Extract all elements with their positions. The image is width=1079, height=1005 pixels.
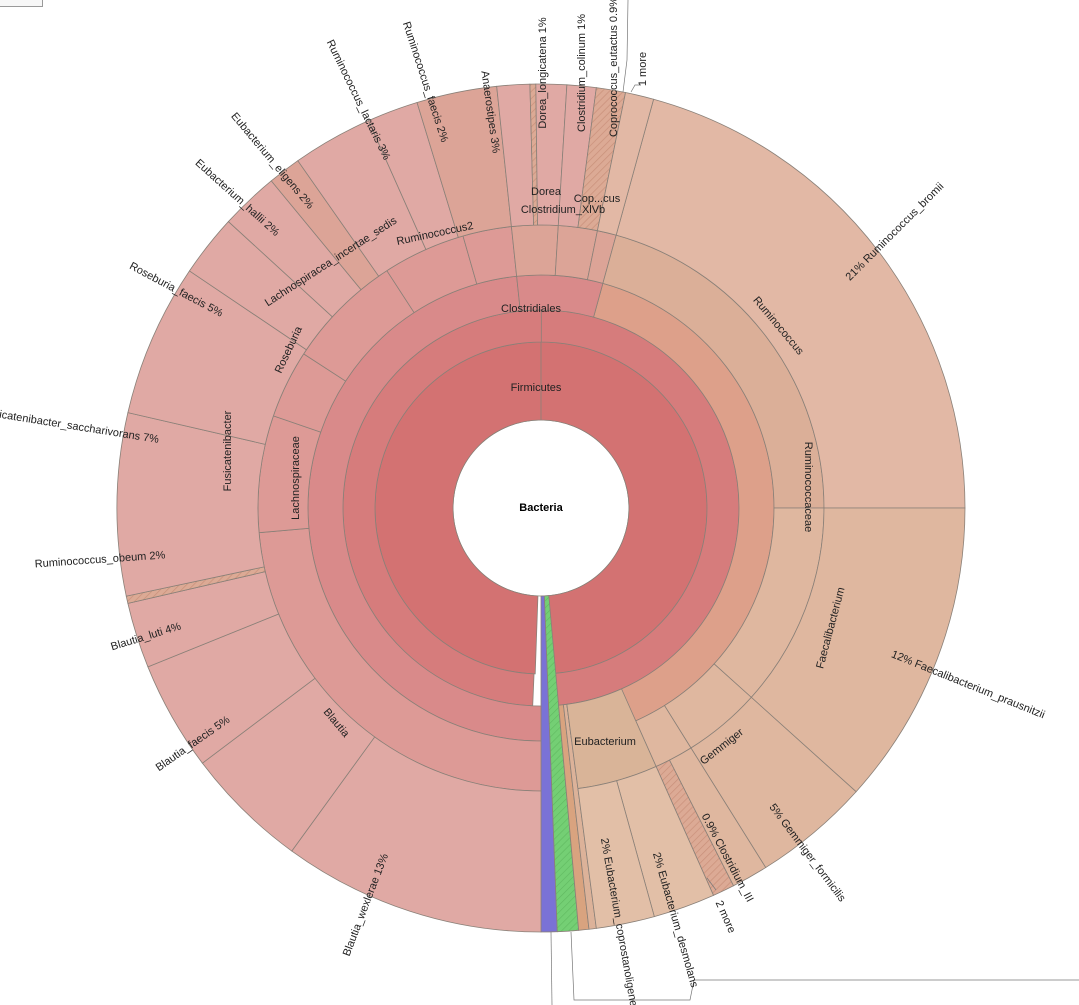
leader-more-top <box>630 84 641 93</box>
genus-label-dorea: Dorea <box>531 186 562 198</box>
family-label-lachnospiraceae: Lachnospiraceae <box>290 436 302 520</box>
leader-coprococcus <box>622 0 629 93</box>
more-label-bottom: 2 more <box>713 899 738 935</box>
clostridiales-label: Clostridiales <box>501 303 561 315</box>
leader-green <box>570 931 1079 1001</box>
corner-toggle[interactable] <box>0 0 43 7</box>
genus-dorea[interactable] <box>510 224 559 277</box>
genus-label-cop: Cop...cus <box>574 193 621 205</box>
species-label-19: Coprococcus_eutactus 0.9% <box>608 0 620 137</box>
family-label-ruminococcaceae: Ruminococcaceae <box>802 442 814 533</box>
species-eubacterium-coprostanoligenes[interactable] <box>577 780 655 929</box>
genus-label-clostridium-xlvb: Clostridium_XlVb <box>521 204 605 216</box>
wedge-green[interactable] <box>543 595 580 933</box>
species-small-top[interactable] <box>596 92 655 236</box>
wedge-tan[interactable] <box>558 704 590 931</box>
species-label-17: Dorea_longicatena 1% <box>537 17 549 129</box>
leader-blue <box>550 931 553 1005</box>
center-label: Bacteria <box>519 502 563 514</box>
genus-label-eubacterium: Eubacterium <box>574 736 636 748</box>
species-label-18: Clostridium_colinum 1% <box>576 14 588 132</box>
firmicutes-label: Firmicutes <box>511 382 562 394</box>
genus-label-fusicatenibacter: Fusicatenibacter <box>222 410 234 491</box>
species-ruminococcus-bromii[interactable] <box>615 98 966 509</box>
more-label-top: 1 more <box>637 52 649 86</box>
leader-more-bottom <box>706 877 717 891</box>
